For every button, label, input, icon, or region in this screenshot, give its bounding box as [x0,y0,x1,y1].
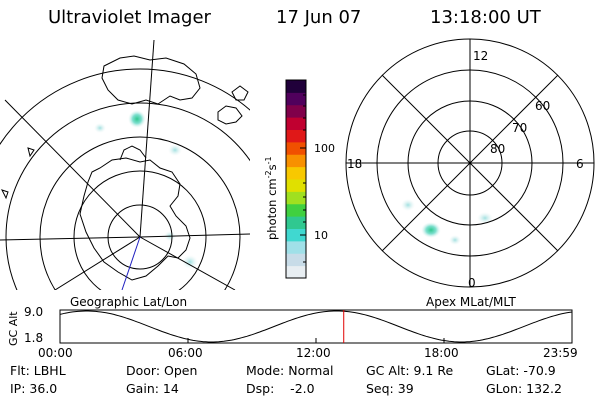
ip-readout: IP: 36.0 [10,381,58,396]
latitude-circles [0,68,250,290]
mlt-label-18: 18 [347,157,362,171]
colorbar-segment [286,216,306,229]
emission-spot [94,123,106,133]
geographic-caption: Geographic Lat/Lon [70,295,188,309]
app-title: Ultraviolet Imager [48,7,211,28]
altitude-xtick: 00:00 [38,346,73,360]
dsp-readout: Dsp: -2.0 [246,381,315,396]
date-readout: 17 Jun 07 [276,7,362,28]
emission-spot [449,235,461,245]
seq-readout: Seq: 39 [366,381,414,396]
colorbar-segment [286,104,306,118]
altitude-curve [59,310,573,343]
mlat-label-60: 60 [535,99,550,113]
colorbar-frame [285,79,307,279]
colorbar-segment [286,240,306,254]
colorbar-segment [286,228,306,242]
emission-spot [477,212,493,224]
colorbar-segment [286,80,306,93]
mlt-label-0: 0 [468,276,476,290]
colorbar: 100 10 photon cm-2s-1 [264,79,335,279]
geographic-map [0,39,250,290]
colorbar-segment [286,179,306,192]
colorbar-segment [286,253,306,267]
altitude-xtick: 18:00 [424,346,459,360]
altitude-plot: 9.0 1.8 GC Alt 00:00 06:00 12:00 18:00 2… [7,305,578,360]
emission-spot [168,144,182,156]
colorbar-segment [286,166,306,180]
altitude-xtick: 23:59 [543,346,578,360]
time-readout: 13:18:00 UT [430,7,541,28]
colorbar-segment [286,117,306,130]
glat-readout: GLat: -70.9 [486,363,556,378]
colorbar-segment [286,191,306,205]
emission-spot [401,199,415,211]
gain-readout: Gain: 14 [126,381,179,396]
colorbar-segment [286,141,306,155]
mlat-label-70: 70 [512,121,527,135]
mlt-label-6: 6 [576,157,584,171]
mlt-meridians [346,39,594,287]
apex-polar-plot: 12 18 6 0 60 70 80 [345,38,595,290]
mlt-label-12: 12 [473,49,488,63]
gc-alt-readout: GC Alt: 9.1 Re [366,363,454,378]
emission-spot [182,255,198,269]
altitude-ytick-high: 9.0 [24,305,43,319]
apex-caption: Apex MLat/MLT [426,295,516,309]
altitude-xtick: 12:00 [296,346,331,360]
colorbar-segment [286,154,306,168]
colorbar-segment [286,129,306,143]
colorbar-ticks [300,94,306,263]
colorbar-tick-label: 10 [314,229,328,242]
longitude-lines [0,39,250,290]
glon-readout: GLon: 132.2 [486,381,562,396]
mlat-label-80: 80 [490,142,505,156]
emission-spot [421,222,441,238]
altitude-xtick: 06:00 [168,346,203,360]
colorbar-segment [286,203,306,217]
mode-readout: Mode: Normal [246,363,334,378]
satellite-track [121,236,141,290]
colorbar-tick-label: 100 [314,142,335,155]
coastline [1,55,249,281]
door-readout: Door: Open [126,363,198,378]
colorbar-segment [286,92,306,106]
altitude-x-ticks [59,338,573,343]
altitude-ytick-low: 1.8 [24,331,43,345]
colorbar-segment [286,265,306,279]
emission-spot [128,110,146,128]
colorbar-unit-label: photon cm-2s-1 [264,156,279,240]
altitude-ylabel: GC Alt [7,311,20,346]
filter-readout: Flt: LBHL [10,363,66,378]
